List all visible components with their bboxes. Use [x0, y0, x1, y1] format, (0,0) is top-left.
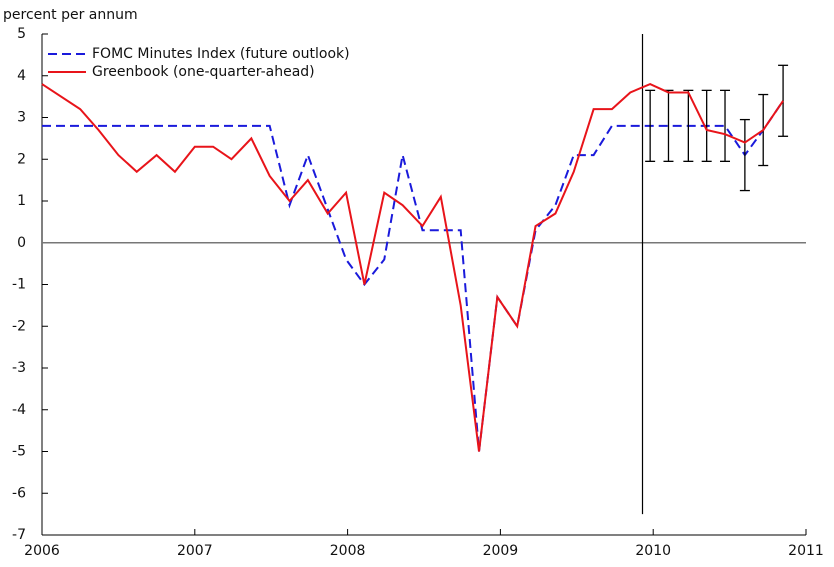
y-tick-label: -5 [12, 444, 26, 460]
y-tick-label: 5 [17, 26, 26, 42]
y-tick-label: -7 [12, 527, 26, 543]
y-tick-label: -6 [12, 485, 26, 501]
error-bar [701, 89, 712, 162]
y-tick-label: 2 [17, 151, 26, 167]
y-tick-label: 3 [17, 110, 26, 126]
y-tick-label: -3 [12, 360, 26, 376]
x-tick-label: 2007 [177, 543, 213, 559]
series-line [42, 100, 784, 452]
y-tick-label: -1 [12, 277, 26, 293]
error-bar [683, 89, 694, 162]
legend-label: FOMC Minutes Index (future outlook) [92, 46, 350, 62]
legend-label: Greenbook (one-quarter-ahead) [92, 64, 315, 80]
y-axis-label: percent per annum [3, 7, 138, 23]
y-tick-label: 1 [17, 193, 26, 209]
y-tick-label: 0 [17, 235, 26, 251]
y-tick-label: -4 [12, 402, 26, 418]
x-tick-label: 2006 [24, 543, 60, 559]
error-bar [645, 89, 656, 162]
x-tick-label: 2008 [330, 543, 366, 559]
y-tick-label: 4 [17, 68, 26, 84]
y-tick-label: -2 [12, 318, 26, 334]
series-line [41, 83, 784, 452]
x-tick-label: 2009 [483, 543, 519, 559]
x-tick-label: 2010 [635, 543, 671, 559]
error-bar [739, 118, 750, 192]
x-tick-label: 2011 [788, 543, 824, 559]
error-bar [720, 89, 731, 162]
